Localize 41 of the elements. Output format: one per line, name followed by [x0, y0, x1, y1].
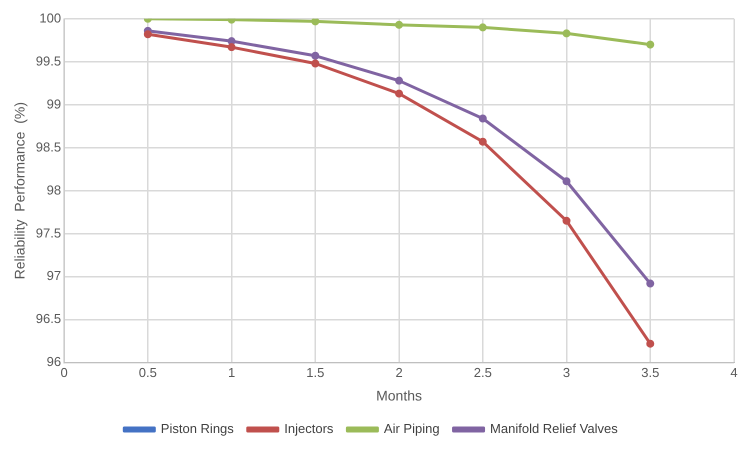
- y-tick-label: 99: [46, 96, 62, 112]
- point: [562, 216, 571, 225]
- y-axis-title: Reliability Performance (%): [11, 102, 28, 280]
- y-tick-label: 99.5: [36, 53, 62, 68]
- legend-label: Air Piping: [384, 421, 440, 436]
- y-tick-label: 97: [46, 268, 62, 284]
- x-tick-label: 0.5: [138, 364, 157, 380]
- y-tick-label: 98.5: [36, 139, 62, 154]
- point: [646, 280, 654, 288]
- legend-label: Manifold Relief Valves: [490, 421, 618, 436]
- point: [478, 114, 487, 122]
- x-tick-label: 2: [395, 364, 403, 380]
- point: [646, 340, 654, 348]
- y-tick-label: 97.5: [36, 225, 62, 240]
- x-tick-label: 1.5: [306, 364, 324, 380]
- y-tick-label: 96: [46, 354, 62, 370]
- point: [478, 23, 487, 32]
- point: [395, 90, 404, 98]
- point: [228, 43, 236, 52]
- point: [144, 30, 152, 38]
- x-axis-title: Months: [376, 387, 422, 404]
- point: [311, 18, 320, 26]
- x-tick-label: 0: [60, 364, 68, 380]
- x-tick-label: 3: [562, 364, 570, 380]
- legend-label: Injectors: [284, 421, 334, 436]
- x-tick-label: 4: [730, 364, 738, 380]
- y-tick-label: 96.5: [36, 311, 62, 326]
- point: [478, 138, 487, 146]
- point: [562, 177, 571, 186]
- legend-label: Piston Rings: [160, 421, 234, 436]
- point: [646, 40, 654, 49]
- x-tick-label: 1: [228, 364, 236, 380]
- point: [562, 29, 571, 38]
- point: [311, 52, 320, 60]
- x-tick-label: 2.5: [474, 364, 492, 380]
- point: [311, 59, 320, 68]
- y-tick-label: 100: [39, 10, 62, 26]
- y-tick-label: 98: [46, 182, 62, 198]
- point: [395, 76, 404, 85]
- x-tick-label: 3.5: [641, 364, 660, 380]
- point: [395, 20, 404, 29]
